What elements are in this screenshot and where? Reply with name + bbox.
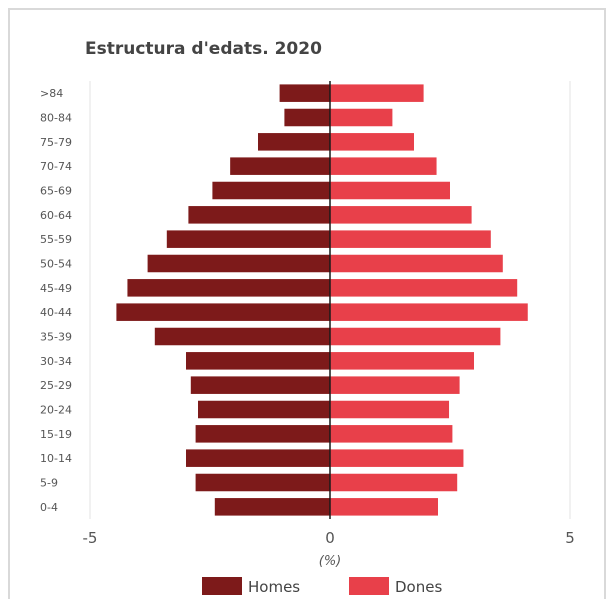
- bar-homes-12: [190, 376, 330, 394]
- bar-dones-12: [330, 376, 460, 394]
- bars: [116, 84, 528, 516]
- legend-label-dones[interactable]: Dones: [395, 578, 442, 596]
- bar-dones-14: [330, 425, 453, 443]
- category-labels: >84 80-84 75-79 70-74 65-69 60-64 55-59 50-54 45…: [40, 87, 72, 514]
- bar-dones-17: [330, 498, 438, 516]
- legend-label-homes[interactable]: Homes: [248, 578, 300, 596]
- category-label: 70-74: [40, 160, 72, 173]
- category-label: 75-79: [40, 136, 72, 149]
- bar-homes-4: [212, 181, 330, 200]
- category-label: 0-4: [40, 501, 58, 514]
- bar-homes-0: [279, 84, 330, 102]
- legend-swatch-dones[interactable]: [349, 577, 389, 595]
- x-tick-labels: -5 0 5: [83, 529, 575, 547]
- bar-dones-3: [330, 157, 437, 175]
- bar-dones-5: [330, 206, 472, 224]
- category-label: >84: [40, 87, 63, 100]
- category-label: 10-14: [40, 452, 72, 465]
- bar-homes-17: [214, 498, 330, 516]
- population-pyramid-chart: Estructura d'edats. 2020 >84 80-84 75-79 70…: [40, 39, 575, 596]
- category-label: 65-69: [40, 185, 72, 198]
- bar-homes-5: [188, 206, 330, 224]
- category-label: 55-59: [40, 233, 72, 246]
- x-tick-label: 0: [325, 529, 335, 547]
- bar-dones-13: [330, 400, 450, 419]
- bar-homes-2: [258, 133, 330, 151]
- gridlines: [89, 81, 571, 519]
- category-label: 30-34: [40, 355, 72, 368]
- bar-homes-8: [127, 279, 330, 297]
- bar-dones-4: [330, 181, 450, 200]
- bar-homes-15: [186, 449, 330, 467]
- category-label: 45-49: [40, 282, 72, 295]
- bar-dones-0: [330, 84, 424, 102]
- x-axis-label: (%): [319, 554, 342, 569]
- category-label: 20-24: [40, 404, 72, 417]
- bar-homes-11: [186, 352, 330, 370]
- bar-dones-10: [330, 327, 501, 346]
- bar-homes-9: [116, 303, 331, 321]
- category-label: 40-44: [40, 306, 72, 319]
- chart-panel: Estructura d'edats. 2020 >84 80-84 75-79 70…: [8, 8, 606, 599]
- bar-dones-2: [330, 133, 414, 151]
- bar-dones-8: [330, 279, 518, 297]
- x-tick-label: 5: [565, 529, 575, 547]
- category-label: 80-84: [40, 112, 72, 125]
- x-tick-label: -5: [83, 529, 98, 547]
- bar-homes-7: [147, 254, 330, 273]
- bar-homes-14: [195, 425, 330, 443]
- bar-dones-7: [330, 254, 503, 273]
- bar-dones-11: [330, 352, 474, 370]
- category-label: 60-64: [40, 209, 72, 222]
- category-label: 35-39: [40, 331, 72, 344]
- legend[interactable]: Homes Dones: [202, 577, 442, 596]
- category-label: 25-29: [40, 379, 72, 392]
- category-label: 50-54: [40, 258, 72, 271]
- bar-dones-16: [330, 473, 458, 492]
- category-label: 5-9: [40, 477, 58, 490]
- bar-homes-3: [230, 157, 330, 175]
- legend-swatch-homes[interactable]: [202, 577, 242, 595]
- bar-homes-10: [154, 327, 330, 346]
- category-label: 15-19: [40, 428, 72, 441]
- bar-homes-13: [198, 400, 330, 419]
- bar-dones-6: [330, 230, 491, 248]
- bar-homes-6: [166, 230, 330, 248]
- chart-title: Estructura d'edats. 2020: [85, 39, 322, 59]
- bar-homes-1: [284, 108, 330, 127]
- bar-homes-16: [195, 473, 330, 492]
- bar-dones-9: [330, 303, 528, 321]
- bar-dones-1: [330, 108, 393, 127]
- bar-dones-15: [330, 449, 464, 467]
